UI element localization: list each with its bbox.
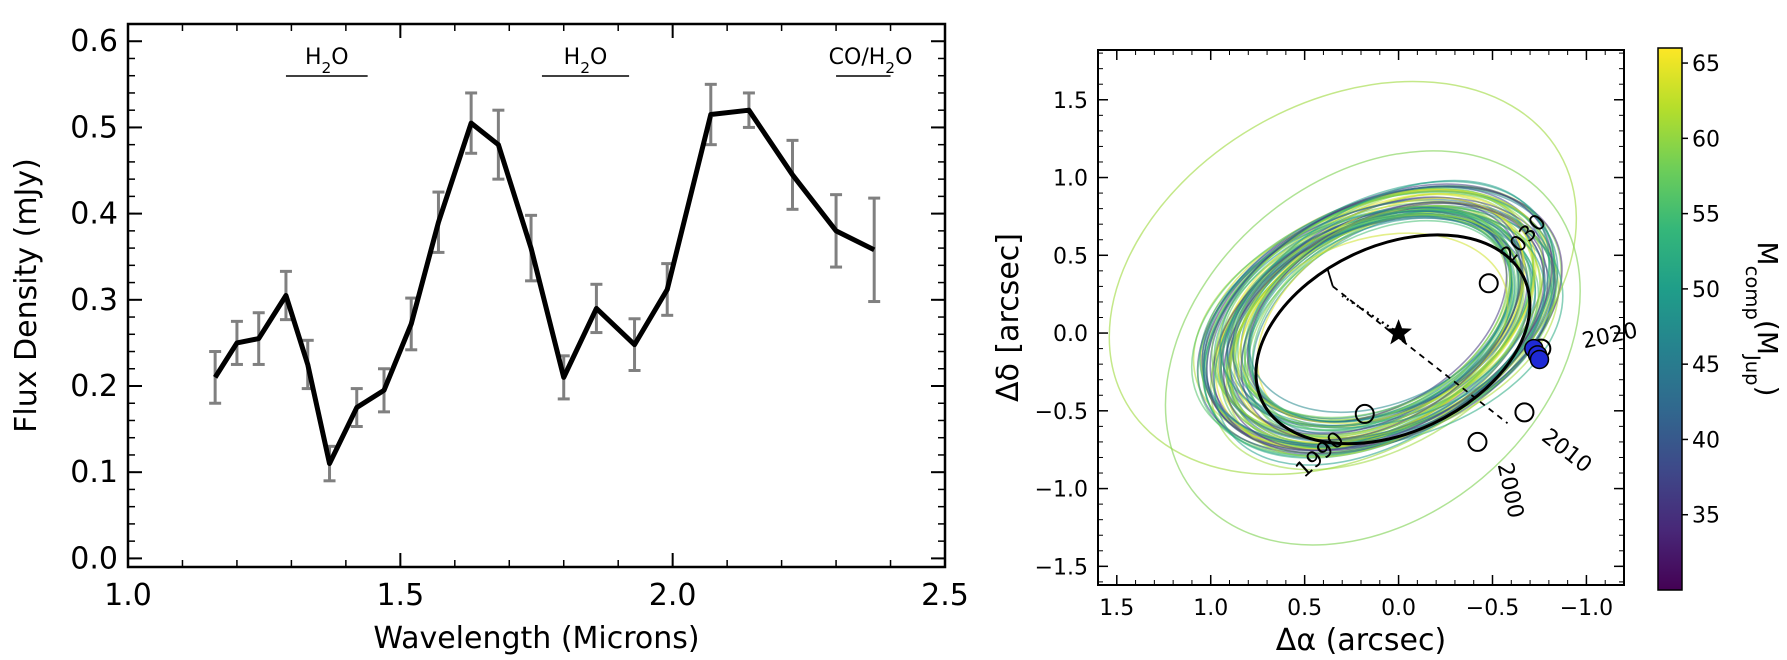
y-tick-label: −0.5 [1035,400,1088,425]
sample-orbit [1240,201,1523,441]
y-tick-label: 0.0 [1053,322,1088,347]
orbit-family [1108,80,1581,546]
sample-orbit [1243,205,1511,428]
node-marker [1326,267,1334,287]
colorbar-label: Mcomp(MJup) [1742,241,1785,396]
epoch-marker [1514,402,1535,423]
epoch-label: 2010 [1537,424,1597,478]
sample-orbit [1222,202,1545,452]
colorbar-tick-label: 45 [1692,353,1720,378]
plot-frame [126,22,947,569]
x-tick-label: 0.0 [1381,596,1416,621]
sample-orbit [1219,206,1546,429]
x-tick-label: 2.5 [921,578,969,613]
host-star-icon [1385,319,1412,345]
y-tick-label: 0.5 [70,110,118,145]
y-tick-label: −1.5 [1035,555,1088,580]
spectrum-panel: 1.0 1.5 2.0 2.5 0.0 0.1 0.2 0.3 0.4 0.5 0.6 Wavelen… [9,22,969,656]
spectrum-line [213,107,876,467]
x-tick-label: −0.5 [1466,596,1519,621]
sample-orbit [1164,150,1581,546]
sample-orbit [1108,80,1578,476]
y-tick-label: 1.5 [1053,89,1088,114]
x-tick-label: 1.0 [1193,596,1228,621]
x-tick-label: 1.0 [104,578,152,613]
y-tick-label: 1.0 [1053,167,1088,192]
colorbar [1657,47,1683,591]
x-tick-label: 2.0 [649,578,697,613]
colorbar-tick-label: 65 [1692,52,1720,77]
colorbar-tick-label: 50 [1692,278,1720,303]
sample-orbit [1239,232,1509,425]
sample-orbit [1226,206,1525,428]
x-tick-label: −1.0 [1560,596,1613,621]
y-tick-label: 0.2 [70,369,118,404]
y-tick-label: 0.4 [70,197,118,232]
y-tick-label: −1.0 [1035,478,1088,503]
epoch-marker [1478,273,1499,294]
y-tick-label: 0.6 [70,24,118,59]
y-tick-label: 0.3 [70,283,118,318]
epoch-marker [1467,431,1488,452]
y-tick-label: 0.0 [70,541,118,576]
y-tick-label: 0.5 [1053,244,1088,269]
band-label: H2O [564,45,608,77]
sample-orbit [1215,190,1545,437]
y-axis-label: Δδ [arcsec] [991,233,1026,402]
x-tick-label: 1.5 [1099,596,1134,621]
sample-orbit [1229,213,1523,445]
epoch-label: 2000 [1492,461,1528,521]
x-tick-label: 0.5 [1287,596,1322,621]
epoch-label: 2020 [1580,318,1640,354]
band-label: CO/H2O [829,45,913,77]
best-fit-orbit [1254,233,1532,446]
epoch-marker [1354,403,1375,424]
observed-point [1529,349,1550,370]
y-axis-label: Flux Density (mJy) [9,158,44,433]
x-tick-label: 1.5 [376,578,424,613]
colorbar-tick-label: 55 [1692,203,1720,228]
colorbar-tick-label: 35 [1692,504,1720,529]
band-label: H2O [305,45,349,77]
y-tick-label: 0.1 [70,455,118,490]
x-axis-label: Δα (arcsec) [1276,623,1446,658]
colorbar-tick-label: 60 [1692,127,1720,152]
x-axis-label: Wavelength (Microns) [373,621,699,656]
colorbar-tick-label: 40 [1692,428,1720,453]
